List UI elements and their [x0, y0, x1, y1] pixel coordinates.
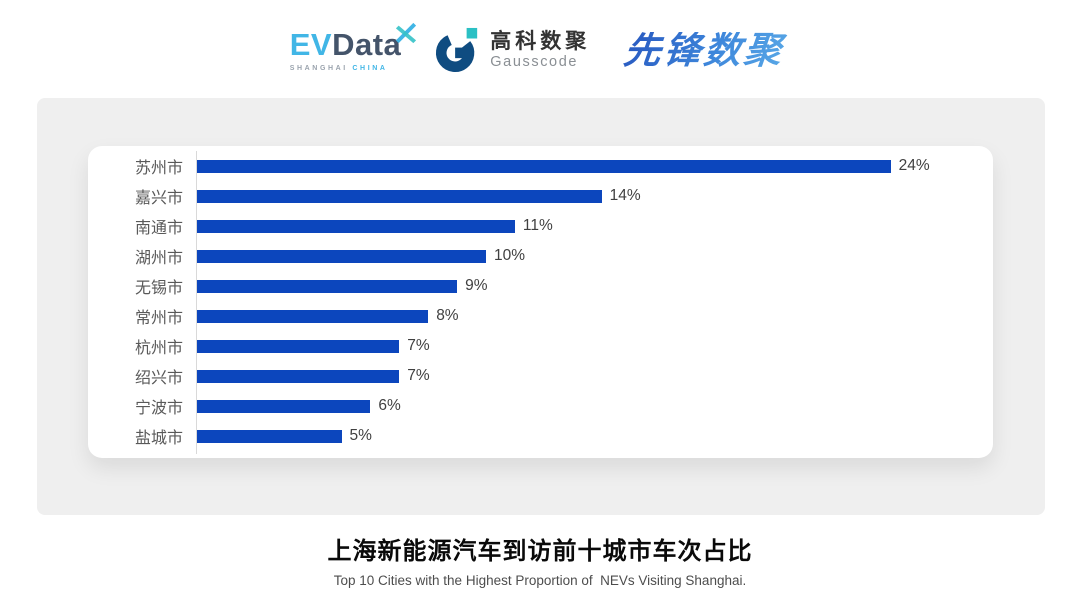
evdata-china-text: CHINA — [352, 64, 388, 72]
xianfeng-shuju-logo: 先锋数聚 — [622, 30, 792, 71]
bar-value-label: 11% — [522, 217, 553, 234]
evdata-subtext: SHANGHAI CHINA — [290, 65, 388, 72]
bar-row: 6% — [197, 391, 993, 421]
chart-card: 苏州市嘉兴市南通市湖州市无锡市常州市杭州市绍兴市宁波市盐城市 24% 14% 11%… — [88, 146, 993, 458]
bar — [197, 309, 429, 323]
category-label: 苏州市 — [134, 160, 183, 177]
bar — [197, 189, 602, 203]
category-label: 无锡市 — [134, 280, 183, 297]
bar-row: 7% — [197, 361, 993, 391]
category-label: 南通市 — [134, 220, 183, 237]
chart-category-labels: 苏州市嘉兴市南通市湖州市无锡市常州市杭州市绍兴市宁波市盐城市 — [88, 151, 196, 454]
category-label: 杭州市 — [134, 340, 183, 357]
chart-subtitle: Top 10 Cities with the Highest Proportio… — [333, 573, 747, 588]
bar-value-label: 7% — [407, 337, 430, 354]
footer: 上海新能源汽车到访前十城市车次占比 Top 10 Cities with the… — [0, 531, 1080, 588]
category-label: 常州市 — [134, 310, 183, 327]
evdata-wordmark: EVData — [289, 22, 417, 62]
bar-value-label: 24% — [898, 157, 930, 174]
bar-row: 5% — [197, 421, 993, 451]
bar — [197, 339, 400, 353]
bar — [197, 279, 458, 293]
bar — [197, 429, 342, 443]
category-label: 湖州市 — [134, 250, 183, 267]
chart-panel: 苏州市嘉兴市南通市湖州市无锡市常州市杭州市绍兴市宁波市盐城市 24% 14% 11%… — [37, 98, 1045, 515]
bar — [197, 369, 400, 383]
bar — [197, 219, 515, 233]
category-label: 宁波市 — [134, 400, 183, 417]
bar — [197, 249, 486, 263]
evdata-sparkle-icon — [396, 22, 417, 43]
header-logos: EVData SHANGHAI CHINA 高科数聚 Gausscode — [0, 18, 1080, 82]
gausscode-g-icon — [436, 27, 478, 73]
bar-value-label: 14% — [609, 187, 641, 204]
bar-value-label: 8% — [436, 307, 459, 324]
category-label: 嘉兴市 — [134, 190, 183, 207]
bar-value-label: 6% — [378, 397, 401, 414]
chart-plot-area: 24% 14% 11% 10% 9% 8% 7% 7% 6% 5% — [196, 151, 993, 454]
bar-row: 14% — [197, 181, 993, 211]
bar-row: 24% — [197, 151, 993, 181]
bar-value-label: 9% — [465, 277, 488, 294]
bar-row: 10% — [197, 241, 993, 271]
chart-title: 上海新能源汽车到访前十城市车次占比 — [327, 538, 753, 565]
category-label: 盐城市 — [134, 430, 183, 447]
gausscode-text: 高科数聚 Gausscode — [490, 30, 590, 71]
bar-value-label: 5% — [349, 427, 372, 444]
evdata-logo: EVData SHANGHAI CHINA — [289, 22, 417, 72]
gausscode-cn-name: 高科数聚 — [490, 29, 591, 53]
gausscode-logo: 高科数聚 Gausscode — [435, 27, 590, 73]
evdata-shanghai-text: SHANGHAI — [289, 64, 348, 72]
evdata-data-text: Data — [332, 26, 402, 62]
bar-value-label: 10% — [494, 247, 526, 264]
bar-row: 8% — [197, 301, 993, 331]
bar — [197, 399, 371, 413]
bar-value-label: 7% — [407, 367, 430, 384]
bar — [197, 159, 891, 173]
evdata-ev-text: EV — [289, 26, 333, 62]
gausscode-en-name: Gausscode — [490, 53, 579, 70]
bar-chart: 苏州市嘉兴市南通市湖州市无锡市常州市杭州市绍兴市宁波市盐城市 24% 14% 11%… — [88, 151, 993, 454]
bar-row: 7% — [197, 331, 993, 361]
category-label: 绍兴市 — [134, 370, 183, 387]
bar-row: 9% — [197, 271, 993, 301]
bar-row: 11% — [197, 211, 993, 241]
